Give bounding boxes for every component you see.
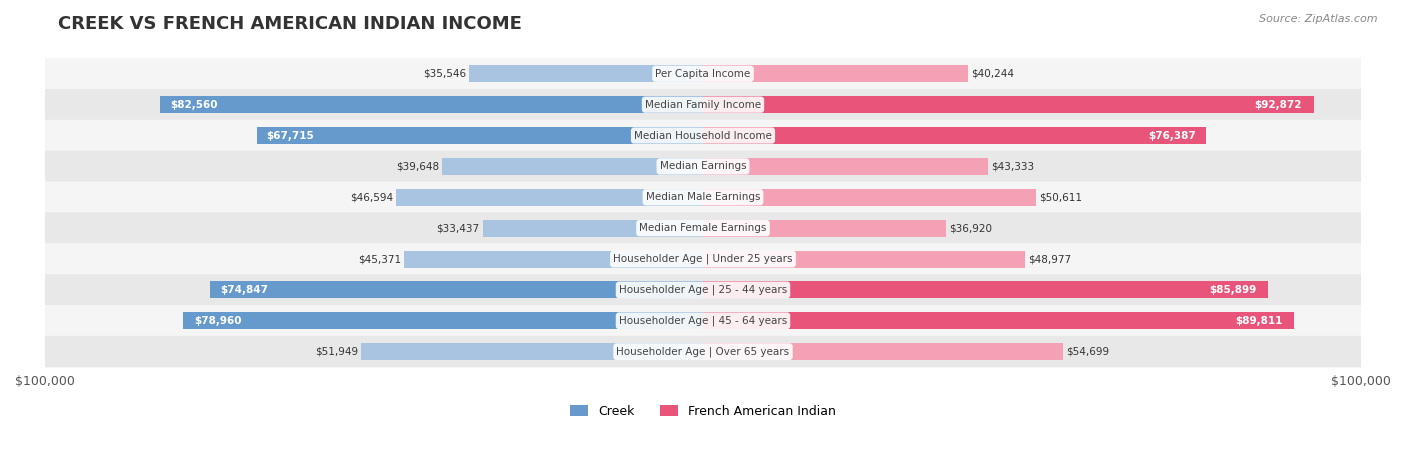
Text: $92,872: $92,872 bbox=[1254, 99, 1302, 110]
Bar bbox=[703, 65, 967, 82]
Text: Per Capita Income: Per Capita Income bbox=[655, 69, 751, 79]
Bar bbox=[470, 65, 703, 82]
Text: $76,387: $76,387 bbox=[1147, 130, 1195, 141]
Bar bbox=[361, 343, 703, 360]
FancyBboxPatch shape bbox=[45, 274, 1361, 305]
Text: $74,847: $74,847 bbox=[221, 285, 269, 295]
Text: $67,715: $67,715 bbox=[266, 130, 314, 141]
Bar bbox=[183, 312, 703, 329]
Text: Median Earnings: Median Earnings bbox=[659, 162, 747, 171]
Bar bbox=[703, 96, 1315, 113]
Text: $46,594: $46,594 bbox=[350, 192, 394, 202]
Bar bbox=[160, 96, 703, 113]
Bar bbox=[703, 158, 988, 175]
Bar bbox=[703, 127, 1206, 144]
FancyBboxPatch shape bbox=[45, 58, 1361, 90]
Text: $78,960: $78,960 bbox=[194, 316, 242, 326]
Bar bbox=[396, 189, 703, 206]
Text: $35,546: $35,546 bbox=[423, 69, 465, 79]
Text: $45,371: $45,371 bbox=[359, 254, 401, 264]
Text: $39,648: $39,648 bbox=[395, 162, 439, 171]
Text: Median Female Earnings: Median Female Earnings bbox=[640, 223, 766, 233]
Bar bbox=[703, 312, 1294, 329]
Text: $33,437: $33,437 bbox=[436, 223, 479, 233]
Text: Householder Age | 45 - 64 years: Householder Age | 45 - 64 years bbox=[619, 316, 787, 326]
Text: $43,333: $43,333 bbox=[991, 162, 1035, 171]
Bar bbox=[703, 282, 1268, 298]
Text: $82,560: $82,560 bbox=[170, 99, 218, 110]
FancyBboxPatch shape bbox=[45, 89, 1361, 120]
Text: Householder Age | 25 - 44 years: Householder Age | 25 - 44 years bbox=[619, 285, 787, 295]
Text: $51,949: $51,949 bbox=[315, 347, 359, 357]
Text: Householder Age | Over 65 years: Householder Age | Over 65 years bbox=[616, 347, 790, 357]
Text: Median Male Earnings: Median Male Earnings bbox=[645, 192, 761, 202]
Text: Median Family Income: Median Family Income bbox=[645, 99, 761, 110]
Bar bbox=[484, 219, 703, 237]
Bar bbox=[703, 189, 1036, 206]
FancyBboxPatch shape bbox=[45, 305, 1361, 337]
Bar bbox=[703, 343, 1063, 360]
Text: $36,920: $36,920 bbox=[949, 223, 993, 233]
Legend: Creek, French American Indian: Creek, French American Indian bbox=[565, 400, 841, 423]
Text: Householder Age | Under 25 years: Householder Age | Under 25 years bbox=[613, 254, 793, 264]
FancyBboxPatch shape bbox=[45, 120, 1361, 151]
FancyBboxPatch shape bbox=[45, 212, 1361, 244]
FancyBboxPatch shape bbox=[45, 151, 1361, 182]
Bar bbox=[703, 219, 946, 237]
Text: CREEK VS FRENCH AMERICAN INDIAN INCOME: CREEK VS FRENCH AMERICAN INDIAN INCOME bbox=[58, 15, 522, 33]
Bar bbox=[441, 158, 703, 175]
FancyBboxPatch shape bbox=[45, 182, 1361, 213]
Text: Median Household Income: Median Household Income bbox=[634, 130, 772, 141]
Text: $85,899: $85,899 bbox=[1209, 285, 1257, 295]
FancyBboxPatch shape bbox=[45, 243, 1361, 275]
Text: $54,699: $54,699 bbox=[1066, 347, 1109, 357]
Bar bbox=[257, 127, 703, 144]
Text: $40,244: $40,244 bbox=[972, 69, 1014, 79]
Bar bbox=[703, 250, 1025, 268]
Text: Source: ZipAtlas.com: Source: ZipAtlas.com bbox=[1260, 14, 1378, 24]
Text: $89,811: $89,811 bbox=[1234, 316, 1282, 326]
Bar bbox=[211, 282, 703, 298]
Text: $48,977: $48,977 bbox=[1029, 254, 1071, 264]
Text: $50,611: $50,611 bbox=[1039, 192, 1083, 202]
FancyBboxPatch shape bbox=[45, 336, 1361, 368]
Bar bbox=[405, 250, 703, 268]
